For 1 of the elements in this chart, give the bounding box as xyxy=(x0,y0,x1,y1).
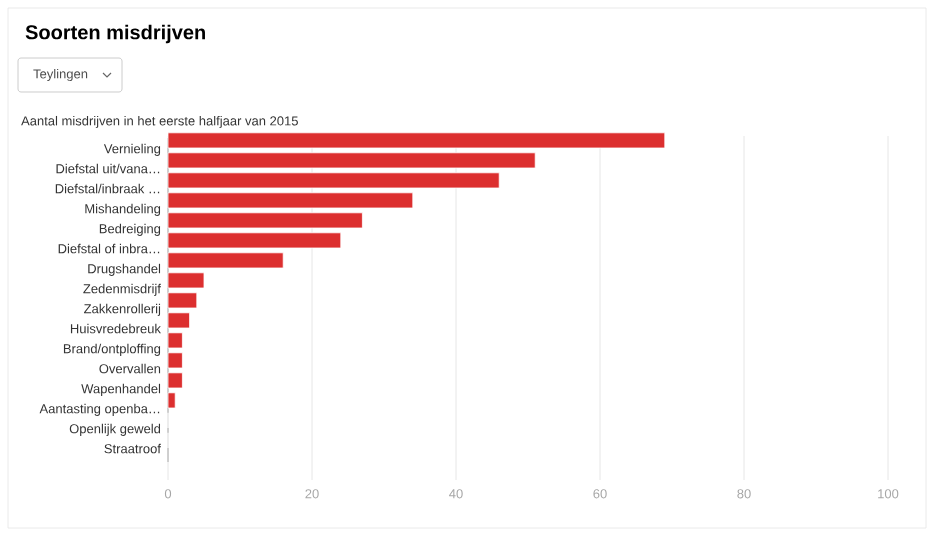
chart-title: Soorten misdrijven xyxy=(25,24,205,44)
